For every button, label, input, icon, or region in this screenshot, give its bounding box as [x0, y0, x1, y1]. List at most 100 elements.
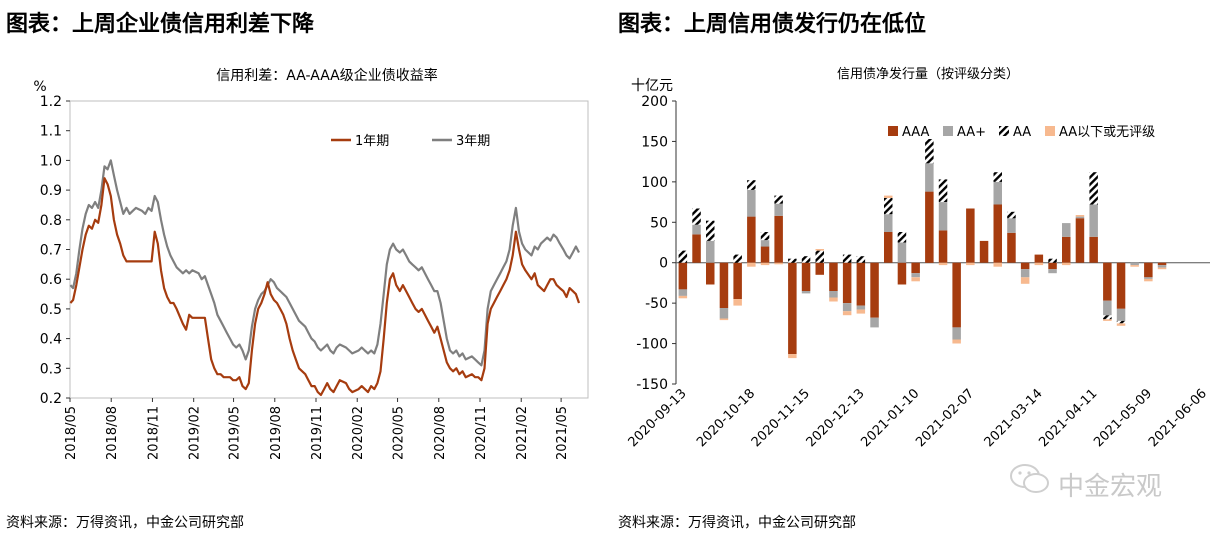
y-tick-label: 0: [659, 256, 668, 272]
y-tick-label: 150: [641, 134, 668, 150]
y-tick-label: 0.2: [40, 391, 62, 407]
bar-segment-aa: [1089, 172, 1098, 205]
y-tick-label: -150: [636, 377, 668, 393]
left-panel-source: 资料来源：万得资讯，中金公司研究部: [6, 515, 244, 531]
bar-segment-aa-plus: [911, 273, 920, 278]
bar-segment-aa-plus: [842, 303, 852, 312]
left-panel-heading: 图表：上周企业债信用利差下降: [6, 12, 315, 37]
x-tick-label: 2020-09-13: [626, 386, 690, 450]
bar-segment-aa: [733, 254, 742, 263]
bar-segment-aa-plus: [897, 242, 907, 263]
bar-segment-below-aa: [733, 299, 742, 306]
bar-segment-aaa: [1144, 262, 1153, 278]
line-chart-series: [69, 159, 581, 397]
bar-segment-aaa: [979, 240, 989, 263]
bar-segment-aaa: [760, 246, 770, 263]
bar-segment-below-aa: [747, 262, 756, 267]
bar-segment-aaa: [1034, 254, 1044, 263]
legend-label-1y: 1年期: [355, 134, 389, 149]
bar-segment-aa: [925, 139, 934, 164]
bar-segment-aa: [801, 256, 811, 263]
bar-segment-below-aa: [842, 311, 852, 316]
bar-segment-aaa: [884, 232, 893, 263]
bar-segment-below-aa: [911, 277, 920, 282]
series-line-3y: [69, 159, 580, 367]
x-tick-label: 2019/05: [228, 406, 243, 460]
bar-segment-aa-plus: [829, 291, 838, 298]
bar-segment-below-aa: [760, 262, 770, 266]
bar-segment-aaa: [801, 262, 811, 291]
bar-segment-aa: [1116, 320, 1126, 324]
legend-swatch-aa: [999, 126, 1009, 136]
bar-segment-aa-plus: [801, 291, 811, 294]
bar-segment-below-aa: [938, 262, 948, 266]
y-tick-label: 1.1: [40, 124, 62, 140]
y-tick-label: 0.9: [40, 183, 62, 199]
bar-segment-aa: [747, 180, 756, 190]
bar-segment-aa-plus: [1075, 216, 1085, 219]
y-tick-label: 0.7: [40, 243, 62, 259]
x-tick-label: 2018/05: [64, 406, 79, 460]
bar-segment-aa: [884, 198, 893, 215]
bar-segment-aa: [815, 250, 824, 263]
bar-segment-aaa: [1007, 232, 1016, 263]
bar-segment-aa: [706, 220, 715, 241]
bar-segment-aa: [692, 208, 701, 225]
line-chart-axes: 1.2 1.1 1.0 0.9 0.8 0.7 0.6 0.5 0.4 0.3 0.22018/05…: [40, 94, 589, 460]
bar-segment-aa: [938, 179, 948, 202]
bar-segment-aa-plus: [1020, 269, 1030, 278]
bar-segment-below-aa: [1157, 267, 1167, 270]
bar-segment-below-aa: [719, 318, 729, 321]
bar-segment-aa-plus: [952, 327, 961, 340]
line-chart: 信用利差：AA-AAA级企业债收益率 % 1.2 1.1 1.0 0.9 0.8 0.7 0…: [33, 67, 589, 460]
line-chart-title: 信用利差：AA-AAA级企业债收益率: [216, 67, 438, 84]
bar-segment-below-aa: [1103, 319, 1112, 321]
bar-segment-aa: [1007, 211, 1016, 219]
bar-segment-aa: [1103, 315, 1112, 320]
bar-segment-aa: [856, 256, 866, 263]
y-tick-label: 0.5: [40, 302, 62, 318]
bar-segment-below-aa: [815, 249, 824, 251]
legend-label-below-aa: AA以下或无评级: [1059, 125, 1155, 140]
bar-segment-below-aa: [856, 309, 866, 314]
bar-segment-below-aa: [829, 297, 838, 302]
legend-label-aaplus: AA+: [957, 125, 986, 140]
bar-segment-aa-plus: [993, 181, 1002, 205]
bar-segment-below-aa: [788, 354, 797, 359]
y-tick-label: 1.0: [40, 153, 62, 169]
x-tick-label: 2021-06-06: [1146, 386, 1210, 450]
bar-segment-aaa: [1062, 236, 1071, 263]
bar-chart-title: 信用债净发行量（按评级分类）: [837, 66, 1019, 82]
line-chart-y-unit: %: [33, 79, 46, 95]
x-tick-label: 2020/02: [351, 406, 366, 460]
right-panel-heading: 图表：上周信用债发行仍在低位: [618, 12, 927, 37]
y-tick-label: 50: [650, 215, 668, 231]
y-tick-label: 200: [641, 94, 668, 110]
bar-segment-below-aa: [1144, 278, 1153, 282]
series-line-1y: [69, 177, 581, 397]
x-tick-label: 2020/11: [474, 406, 489, 460]
bar-segment-aaa: [1075, 218, 1085, 263]
bar-segment-aa-plus: [706, 240, 715, 263]
bar-segment-aa-plus: [1007, 218, 1016, 233]
bar-segment-aaa: [925, 191, 934, 263]
bar-segment-aaa: [870, 262, 879, 318]
bar-segment-aaa: [788, 262, 797, 355]
bar-segment-aa-plus: [1048, 269, 1057, 274]
x-tick-label: 2020/08: [433, 406, 448, 460]
bar-segment-aa: [897, 232, 907, 243]
y-tick-label: 0.8: [40, 213, 62, 229]
bar-segment-aa: [774, 195, 783, 204]
bar-segment-aaa: [993, 204, 1002, 263]
bar-segment-aa-plus: [678, 289, 688, 296]
x-tick-label: 2019/02: [188, 406, 203, 460]
bar-segment-below-aa: [1034, 262, 1044, 266]
bar-segment-below-aa: [678, 295, 688, 299]
y-tick-label: 100: [641, 175, 668, 191]
bar-segment-below-aa: [774, 262, 783, 265]
right-panel-source: 资料来源：万得资讯，中金公司研究部: [618, 515, 856, 531]
bar-segment-below-aa: [1116, 323, 1126, 326]
bar-segment-aa-plus: [870, 317, 879, 328]
bar-segment-aaa: [692, 234, 701, 263]
x-tick-label: 2021/05: [555, 406, 570, 460]
